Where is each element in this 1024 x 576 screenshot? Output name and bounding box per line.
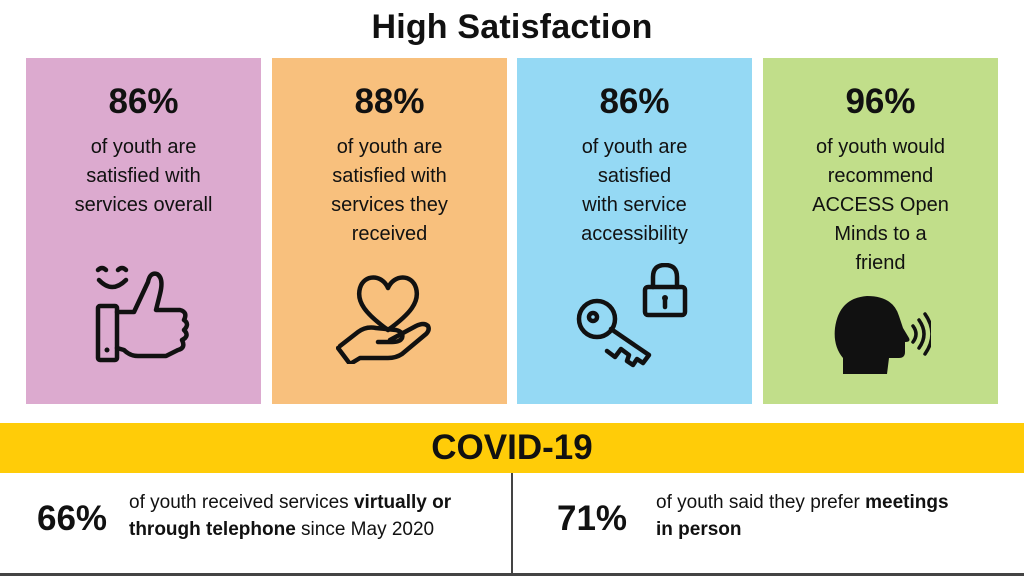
card-percent: 88%: [354, 82, 425, 121]
satisfaction-card-accessibility: 86% of youth are satisfied with service …: [517, 58, 752, 404]
satisfaction-card-overall: 86% of youth are satisfied with services…: [26, 58, 261, 404]
card-description: of youth would recommend ACCESS Open Min…: [812, 136, 949, 274]
card-description: of youth are satisfied with service acce…: [581, 136, 688, 245]
thumbs-up-smile-icon: [95, 265, 189, 363]
card-percent: 86%: [599, 82, 670, 121]
speaking-head-icon: [834, 296, 931, 374]
card-percent: 96%: [845, 82, 916, 121]
card-description: of youth are satisfied with services the…: [331, 136, 448, 245]
page-title: High Satisfaction: [371, 8, 653, 46]
stat-text: of youth received services virtually or …: [129, 492, 452, 540]
card-description: of youth are satisfied with services ove…: [74, 136, 213, 216]
stat-percent: 66%: [37, 499, 108, 538]
heart-in-hand-icon: [335, 275, 431, 364]
stat-divider: [511, 473, 513, 576]
stat-in-person: 71% of youth said they prefer meetings i…: [513, 473, 1024, 573]
stat-text: of youth said they prefer meetings in pe…: [656, 492, 949, 540]
covid-banner: COVID-19: [0, 423, 1024, 473]
satisfaction-card-recommend: 96% of youth would recommend ACCESS Open…: [763, 58, 998, 404]
satisfaction-card-received: 88% of youth are satisfied with services…: [272, 58, 507, 404]
stat-percent: 71%: [557, 499, 628, 538]
bottom-rule: [0, 573, 1024, 576]
card-percent: 86%: [108, 82, 179, 121]
stat-virtual-services: 66% of youth received services virtually…: [0, 473, 511, 573]
key-and-lock-icon: [576, 263, 687, 368]
